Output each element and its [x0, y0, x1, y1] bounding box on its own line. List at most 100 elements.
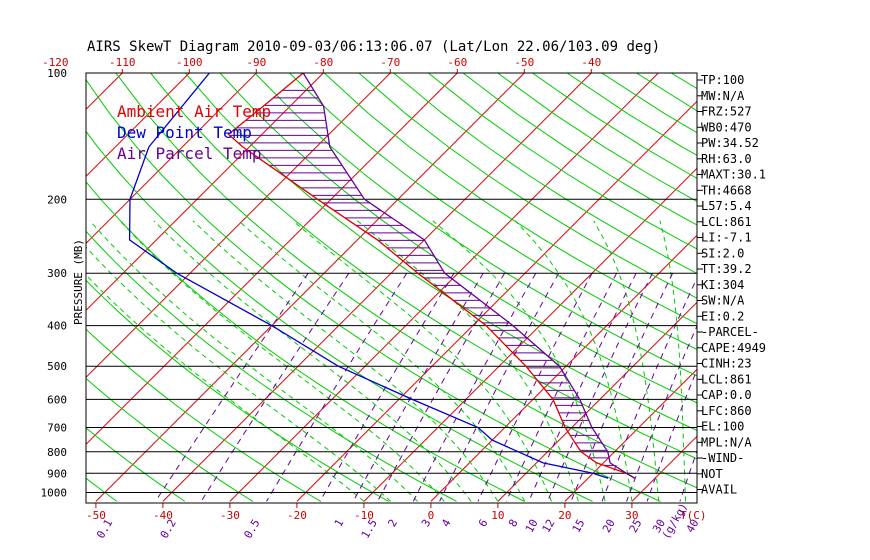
dry-adiabat-line [150, 73, 697, 460]
mixing-ratio-line [412, 272, 537, 502]
mixing-ratio-label: 6 [476, 517, 491, 529]
pressure-tick-label: 500 [47, 360, 67, 373]
stats-item: EL:100 [701, 420, 744, 434]
dry-adiabat-line [0, 73, 49, 501]
isotherm-line [296, 100, 697, 502]
stats-item: SW:N/A [701, 294, 745, 308]
bottom-temp-label: -40 [153, 509, 173, 522]
dry-adiabat-line [86, 279, 389, 502]
stats-item: FRZ:527 [701, 105, 752, 119]
mixing-ratio-line [505, 272, 618, 502]
stats-item: MPL:N/A [701, 435, 752, 449]
cape-hatching [229, 89, 614, 466]
top-temp-label: -90 [246, 56, 266, 69]
bottom-temp-label: 0 [428, 509, 435, 522]
isotherm-line [162, 73, 592, 502]
stats-item: AVAIL [701, 483, 737, 497]
pressure-tick-label: 300 [47, 267, 67, 280]
mixing-ratio-label: 12 [540, 517, 558, 535]
isotherm-line [86, 73, 257, 245]
top-temp-label: -120 [42, 56, 69, 69]
dry-adiabat-line [86, 230, 457, 502]
stats-item: NOT [701, 467, 723, 481]
stats-item: LI:-7.1 [701, 231, 752, 245]
stats-item: TT:39.2 [701, 262, 752, 276]
stats-item: MW:N/A [701, 89, 745, 103]
moist-adiabat-line [119, 220, 445, 502]
stats-item: CAP:0.0 [701, 388, 752, 402]
stats-item: MAXT:30.1 [701, 168, 766, 182]
isotherm-line [95, 73, 525, 502]
mixing-ratio-line [377, 272, 506, 502]
stats-item: TP:100 [701, 73, 744, 87]
top-temp-label: -70 [380, 56, 400, 69]
moist-adiabat-line [514, 220, 633, 502]
dry-adiabat-line [427, 73, 697, 250]
moist-adiabat-line [86, 274, 365, 502]
dry-adiabat-line [86, 181, 525, 502]
dry-adiabat-line [86, 377, 254, 502]
moist-adiabat-line [593, 220, 660, 502]
moist-adiabat-line [86, 246, 392, 502]
mixing-ratio-label: 8 [506, 517, 521, 529]
mixing-ratio-label: 0.5 [242, 517, 263, 541]
dry-adiabat-line [393, 73, 697, 275]
stats-item: L57:5.4 [701, 199, 752, 213]
isotherm-line [86, 73, 190, 178]
dry-adiabat-line [184, 73, 697, 432]
dry-adiabat-line [289, 73, 697, 350]
isotherm-line [833, 73, 870, 501]
y-axis-label: PRESSURE (MB) [72, 239, 85, 325]
mixing-ratio-line [646, 368, 697, 502]
legend-ambient: Ambient Air Temp [117, 102, 271, 121]
stats-item: CAPE:4949 [701, 341, 766, 355]
profiles [128, 73, 636, 479]
dry-adiabat-line [254, 73, 697, 377]
isotherm-line [86, 73, 391, 379]
stats-item: LCL:861 [701, 372, 752, 386]
pressure-tick-label: 1000 [41, 487, 68, 500]
top-temp-label: -110 [109, 56, 136, 69]
stats-item: WB0:470 [701, 120, 752, 134]
mixing-ratio-line [528, 272, 637, 502]
stats-item: KI:304 [701, 278, 744, 292]
pressure-tick-label: 600 [47, 393, 67, 406]
bottom-temp-label: 10 [491, 509, 504, 522]
stats-item: -WIND- [701, 451, 744, 465]
pressure-tick-label: 200 [47, 193, 67, 206]
top-temp-label: -50 [514, 56, 534, 69]
bottom-temp-label: -10 [354, 509, 374, 522]
mixing-ratio-label: 30 [650, 517, 668, 535]
mixing-ratio-line [200, 272, 350, 502]
stats-item: RH:63.0 [701, 152, 752, 166]
dry-adiabat-line [86, 427, 186, 502]
stats-item: PW:34.52 [701, 136, 759, 150]
stats-item: EI:0.2 [701, 309, 744, 323]
moist-adiabat-line [659, 220, 686, 502]
mixing-ratio-line [601, 276, 697, 502]
bottom-temp-label: -30 [220, 509, 240, 522]
mixing-ratio-label: 40 [684, 517, 702, 535]
pressure-tick-label: 900 [47, 467, 67, 480]
bottom-temp-label: -20 [287, 509, 307, 522]
dry-adiabat-line [86, 477, 118, 502]
mixing-ratio-label: 4 [439, 517, 454, 530]
stats-item: CINH:23 [701, 357, 752, 371]
dry-adiabat-line [115, 73, 697, 489]
moist-adiabat-line [153, 220, 472, 502]
mixing-ratio-label: 10 [523, 517, 541, 535]
dry-adiabat-line [86, 328, 321, 502]
isotherm-line [766, 73, 870, 501]
moist-adiabat-line [432, 220, 606, 502]
mixing-ratio-line [626, 324, 697, 502]
top-temp-label: -100 [176, 56, 203, 69]
isotherm-line [86, 73, 123, 111]
stats-item: -PARCEL- [701, 325, 759, 339]
moist-adiabat-line [238, 220, 526, 502]
legend: Ambient Air Temp Dew Point Temp Air Parc… [117, 102, 271, 163]
isotherm-line [497, 301, 697, 502]
isobars [86, 72, 697, 493]
mixing-ratio-line [477, 272, 593, 502]
